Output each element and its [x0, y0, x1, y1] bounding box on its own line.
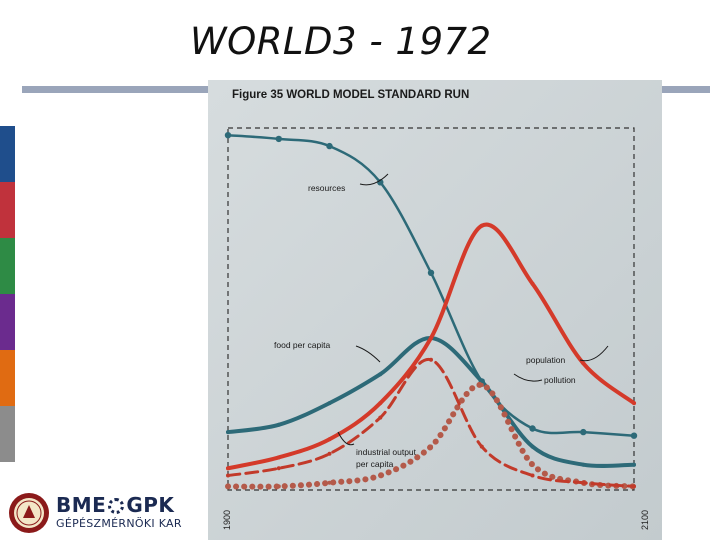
- side-color-bar: [0, 126, 15, 182]
- data-point: [580, 428, 587, 436]
- side-color-bar: [0, 182, 15, 238]
- label-arrow: [337, 431, 355, 446]
- series-label: population: [526, 355, 566, 365]
- data-point: [427, 269, 435, 276]
- logo-wordmark: BME GPK: [56, 493, 174, 517]
- series-line-population: [226, 222, 636, 471]
- data-point: [327, 480, 332, 485]
- data-point: [226, 466, 230, 471]
- data-point: [276, 466, 281, 471]
- series-label: food per capita: [274, 340, 331, 350]
- chart-figure: Figure 35 WORLD MODEL STANDARD RUN resou…: [208, 80, 662, 540]
- data-point: [327, 451, 332, 456]
- data-point: [226, 430, 230, 435]
- wordmark-gpk: GPK: [126, 493, 175, 517]
- wordmark-bme: BME: [56, 493, 107, 517]
- series-label: industrial output: [356, 447, 417, 457]
- data-point: [632, 462, 636, 467]
- data-point: [530, 444, 535, 449]
- data-point: [378, 372, 383, 377]
- data-point: [377, 179, 384, 186]
- data-point: [326, 142, 333, 150]
- series-label: resources: [308, 183, 345, 193]
- slide-title: WORLD3 - 1972: [190, 20, 492, 63]
- data-point: [479, 383, 484, 387]
- data-point: [479, 444, 484, 449]
- chart-title: Figure 35 WORLD MODEL STANDARD RUN: [232, 89, 469, 101]
- side-color-bar: [0, 238, 15, 294]
- side-color-bar: [0, 406, 15, 462]
- data-point: [479, 223, 484, 228]
- data-point: [378, 415, 383, 420]
- series-label: pollution: [544, 375, 576, 385]
- data-point: [530, 462, 535, 467]
- data-point: [530, 473, 535, 478]
- series-label: per capita: [356, 459, 394, 469]
- data-point: [276, 455, 281, 460]
- data-point: [378, 473, 383, 478]
- data-point: [327, 437, 332, 442]
- plot-frame: [227, 127, 635, 491]
- label-arrow: [513, 373, 543, 382]
- data-point: [632, 401, 636, 406]
- label-arrow: [355, 345, 381, 363]
- label-arrow: [359, 173, 389, 186]
- logo-subtitle: GÉPÉSZMÉRNÖKI KAR: [56, 517, 182, 530]
- side-color-bar: [0, 294, 15, 350]
- side-color-bar: [0, 350, 15, 406]
- data-point: [224, 132, 232, 139]
- seal-icon: [9, 493, 49, 533]
- data-point: [276, 422, 281, 427]
- data-point: [581, 462, 586, 467]
- university-logo: BME GPK GÉPÉSZMÉRNÖKI KAR: [8, 490, 208, 536]
- data-point: [226, 484, 230, 489]
- label-arrow: [579, 345, 609, 362]
- data-point: [226, 473, 230, 478]
- data-point: [530, 281, 535, 286]
- data-point: [276, 484, 281, 489]
- data-point: [630, 432, 638, 439]
- gear-icon: [108, 498, 125, 514]
- data-point: [327, 401, 332, 406]
- data-point: [429, 444, 433, 449]
- data-point: [581, 361, 586, 366]
- x-tick-label-end: 2100: [640, 510, 650, 530]
- data-point: [275, 135, 282, 143]
- series-line-pollution: [225, 382, 637, 490]
- data-point: [429, 357, 433, 362]
- chart-paper: [208, 80, 662, 540]
- data-point: [581, 480, 586, 485]
- chart-svg: Figure 35 WORLD MODEL STANDARD RUN resou…: [208, 80, 662, 540]
- data-point: [632, 484, 636, 489]
- data-point: [429, 336, 433, 340]
- data-point: [378, 401, 383, 406]
- x-tick-label-start: 1900: [222, 510, 232, 530]
- data-point: [529, 425, 536, 432]
